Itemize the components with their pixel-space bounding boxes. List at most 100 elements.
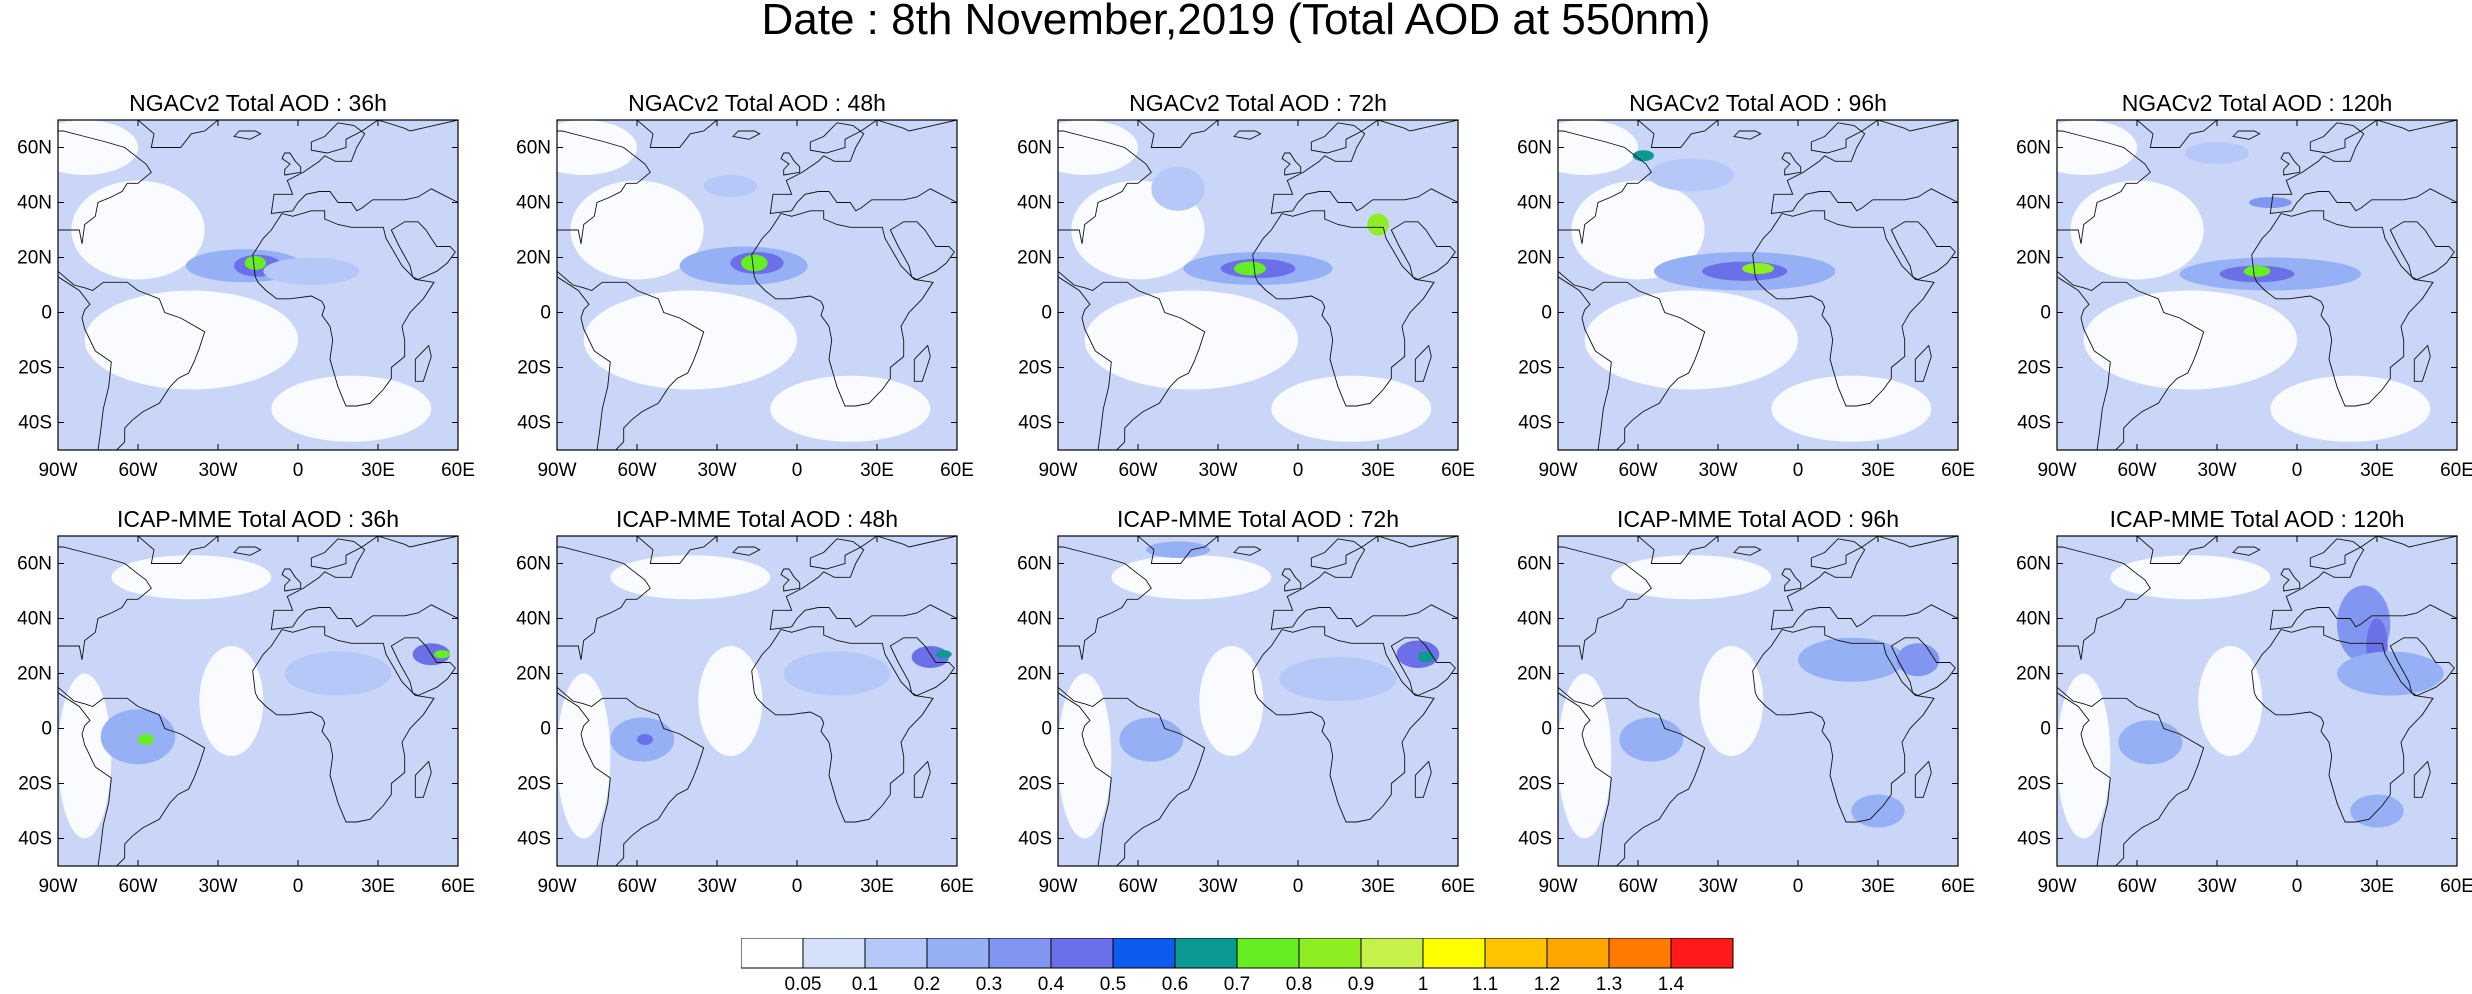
lon-tick-label: 0 [1793,460,1804,481]
colorbar-label: 0.5 [1100,974,1126,994]
lon-tick-label: 30W [1198,460,1237,481]
low-aod-area [1111,555,1272,600]
aod-plume [1798,637,1905,682]
aod-field [557,120,957,450]
panel-title: ICAP-MME Total AOD : 48h [615,506,899,532]
colorbar-swatch [1050,938,1114,969]
lon-tick-label: 60E [2440,876,2472,897]
colorbar-swatch [741,938,804,969]
panel-title: ICAP-MME Total AOD : 72h [1116,506,1400,532]
lat-tick-label: 60N [17,554,52,575]
colorbar-label: 0.1 [852,974,878,994]
lon-tick-label: 60W [617,460,656,481]
colorbar-label: 0.8 [1286,974,1312,994]
lon-tick-label: 90W [1538,876,1577,897]
lon-tick-label: 90W [1038,460,1077,481]
lat-tick-label: 20N [1517,248,1552,269]
map-frame [1057,535,1459,867]
lat-tick-label: 40S [18,829,52,850]
lat-tick-label: 60N [17,138,52,159]
lat-tick-label: 0 [2040,303,2051,324]
map-panel: ICAP-MME Total AOD : 36h 60N 40N 20N 0 20S 40… [17,506,475,926]
coastlines [1558,120,1958,450]
low-aod-area [2110,555,2271,600]
lat-tick-label: 20N [17,248,52,269]
aod-map: 60N 40N 20N 0 20S 40S 90W 60W 30W 0 30E 60E [2016,119,2472,481]
aod-map: 60N 40N 20N 0 20S 40S 90W 60W 30W 0 30E 60E [1517,119,1975,481]
lat-tick-label: 20S [1518,774,1552,795]
map-panel: ICAP-MME Total AOD : 72h 60N 40N 20N 0 20S 40… [1017,506,1475,926]
lon-tick-label: 0 [1793,876,1804,897]
lat-tick-label: 40N [1017,193,1052,214]
low-aod-area [1271,375,1432,442]
lon-tick-label: 30W [697,876,736,897]
aod-plume [935,650,952,659]
lon-tick-label: 60W [118,876,157,897]
lon-tick-label: 60E [1941,876,1975,897]
lat-tick-label: 20S [517,774,551,795]
lon-tick-label: 90W [1538,460,1577,481]
aod-field [58,120,458,450]
lat-tick-label: 40N [1517,609,1552,630]
coastlines [1558,536,1958,866]
lat-tick-label: 20S [1018,358,1052,379]
colorbar-swatch [1298,938,1362,969]
aod-plume [1119,717,1184,762]
panel-title: ICAP-MME Total AOD : 96h [1616,506,1900,532]
low-aod-area [698,646,763,756]
lat-tick-label: 20S [1518,358,1552,379]
low-aod-area [557,673,611,839]
lat-tick-label: 40S [517,413,551,434]
lon-tick-label: 0 [1293,876,1304,897]
map-panel: NGACv2 Total AOD : 120h 60N 40N 20N 0 20S 40S… [2016,90,2472,510]
aod-plume [2243,265,2271,277]
lat-tick-label: 20N [17,664,52,685]
lat-tick-label: 20N [516,248,551,269]
aod-field [2057,120,2457,450]
lon-tick-label: 30E [2360,876,2394,897]
aod-plume [1396,640,1440,668]
lat-tick-label: 40S [1018,829,1052,850]
colorbar-swatch [802,938,866,969]
colorbar-swatch [1360,938,1424,969]
aod-map: 60N 40N 20N 0 20S 40S 90W 60W 30W 0 30E 60E [516,119,974,481]
low-aod-area [610,555,771,600]
figure-title: Date : 8th November,2019 (Total AOD at 5… [761,0,1711,44]
aod-map: 60N 40N 20N 0 20S 40S 90W 60W 30W 0 30E 60E [2016,535,2472,897]
lat-tick-label: 0 [41,719,52,740]
lon-tick-label: 60W [2117,460,2156,481]
aod-field [1558,120,1958,450]
lon-tick-label: 30E [361,876,395,897]
map-panel: ICAP-MME Total AOD : 48h 60N 40N 20N 0 20S 40… [516,506,974,926]
lat-tick-label: 40S [2017,829,2051,850]
low-aod-area [2070,180,2204,280]
lon-tick-label: 0 [293,460,304,481]
lon-tick-label: 90W [1038,876,1077,897]
aod-plume [2185,142,2249,164]
coastlines [58,536,458,866]
map-frame [57,119,459,451]
panel-title: ICAP-MME Total AOD : 120h [2109,506,2405,532]
map-frame [2056,119,2458,451]
lon-tick-label: 60E [441,876,475,897]
lon-tick-label: 30W [1698,876,1737,897]
low-aod-area [1058,673,1112,839]
aod-plume [434,650,450,659]
colorbar-label: 1 [1418,974,1429,994]
aod-plume [1234,261,1266,276]
lat-tick-label: 20S [18,774,52,795]
lat-tick-label: 20S [1018,774,1052,795]
lon-tick-label: 30E [860,876,894,897]
lon-tick-label: 30W [2197,460,2236,481]
lon-tick-label: 0 [792,876,803,897]
lon-tick-label: 90W [38,460,77,481]
lon-tick-label: 30W [697,460,736,481]
lat-tick-label: 60N [1017,138,1052,159]
aod-plume [1418,651,1434,663]
panel-title: NGACv2 Total AOD : 36h [129,90,387,116]
low-aod-area [71,180,205,280]
colorbar-swatch [1112,938,1176,969]
map-panel: NGACv2 Total AOD : 72h 60N 40N 20N 0 20S 40S 9… [1017,90,1475,510]
panel-title: ICAP-MME Total AOD : 36h [116,506,400,532]
map-frame [556,119,958,451]
